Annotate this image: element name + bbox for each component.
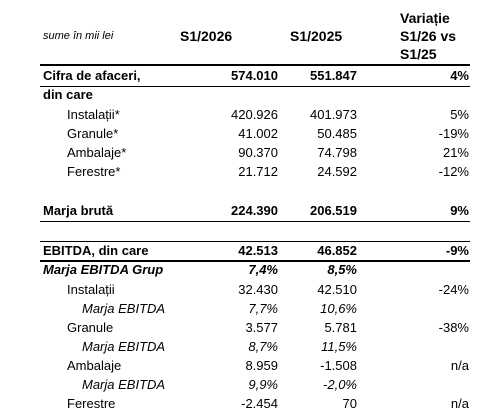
column-header: S1/25 — [400, 46, 437, 62]
cell-value: 4% — [450, 68, 469, 83]
rule — [40, 221, 470, 222]
rule — [40, 86, 470, 87]
row-label: Ambalaje — [67, 358, 122, 373]
cell-value: -38% — [438, 320, 469, 335]
cell-value: 42.510 — [317, 282, 357, 297]
cell-value: 224.390 — [231, 203, 278, 218]
cell-value: 21.712 — [238, 164, 278, 179]
cell-value: 74.798 — [317, 145, 357, 160]
row-label: Ferestre — [67, 396, 116, 411]
cell-value: 3.577 — [245, 320, 278, 335]
cell-value: 21% — [442, 145, 469, 160]
cell-value: 41.002 — [238, 126, 278, 141]
column-header: S1/26 vs — [400, 28, 457, 44]
cell-value: -2.454 — [241, 396, 278, 411]
rule — [40, 64, 470, 66]
cell-value: 42.513 — [238, 243, 278, 258]
row-label: Marja EBITDA — [82, 301, 166, 316]
row-label: Ambalaje* — [67, 145, 127, 160]
cell-value: -19% — [438, 126, 469, 141]
cell-value: 5% — [450, 107, 469, 122]
cell-value: 9% — [450, 203, 469, 218]
column-header: S1/2026 — [180, 28, 233, 44]
row-label: EBITDA, din care — [43, 243, 149, 258]
row-label: Marja EBITDA Grup — [43, 262, 164, 277]
cell-value: 574.010 — [231, 68, 278, 83]
cell-value: 8,5% — [327, 262, 357, 277]
row-label: Instalații* — [67, 107, 120, 122]
column-header: S1/2025 — [290, 28, 343, 44]
column-header: Variație — [400, 10, 450, 26]
row-label: din care — [43, 87, 93, 102]
rule — [40, 241, 470, 242]
cell-value: n/a — [450, 358, 469, 373]
cell-value: 7,4% — [248, 262, 278, 277]
cell-value: 420.926 — [231, 107, 278, 122]
unit-note: sume în mii lei — [43, 30, 114, 42]
cell-value: -12% — [438, 164, 469, 179]
cell-value: 206.519 — [310, 203, 357, 218]
cell-value: n/a — [450, 396, 469, 411]
row-label: Marja EBITDA — [82, 339, 166, 354]
cell-value: 24.592 — [317, 164, 357, 179]
cell-value: -9% — [445, 243, 469, 258]
row-label: Cifra de afaceri, — [43, 68, 141, 83]
cell-value: 7,7% — [248, 301, 278, 316]
cell-value: 50.485 — [317, 126, 357, 141]
cell-value: 551.847 — [310, 68, 357, 83]
cell-value: 10,6% — [320, 301, 357, 316]
cell-value: 46.852 — [317, 243, 357, 258]
cell-value: -24% — [438, 282, 469, 297]
cell-value: 401.973 — [310, 107, 357, 122]
cell-value: 5.781 — [324, 320, 357, 335]
row-label: Ferestre* — [67, 164, 121, 179]
cell-value: -1.508 — [320, 358, 357, 373]
cell-value: 90.370 — [238, 145, 278, 160]
row-label: Marja EBITDA — [82, 377, 166, 392]
cell-value: 11,5% — [321, 339, 357, 354]
cell-value: 70 — [342, 396, 357, 411]
cell-value: 9,9% — [248, 377, 278, 392]
row-label: Instalații — [67, 282, 115, 297]
row-label: Granule* — [67, 126, 119, 141]
cell-value: 8.959 — [245, 358, 278, 373]
row-label: Marja brută — [43, 203, 114, 218]
cell-value: 32.430 — [238, 282, 278, 297]
cell-value: -2,0% — [323, 377, 357, 392]
rule — [40, 260, 470, 262]
row-label: Granule — [67, 320, 114, 335]
cell-value: 8,7% — [248, 339, 278, 354]
